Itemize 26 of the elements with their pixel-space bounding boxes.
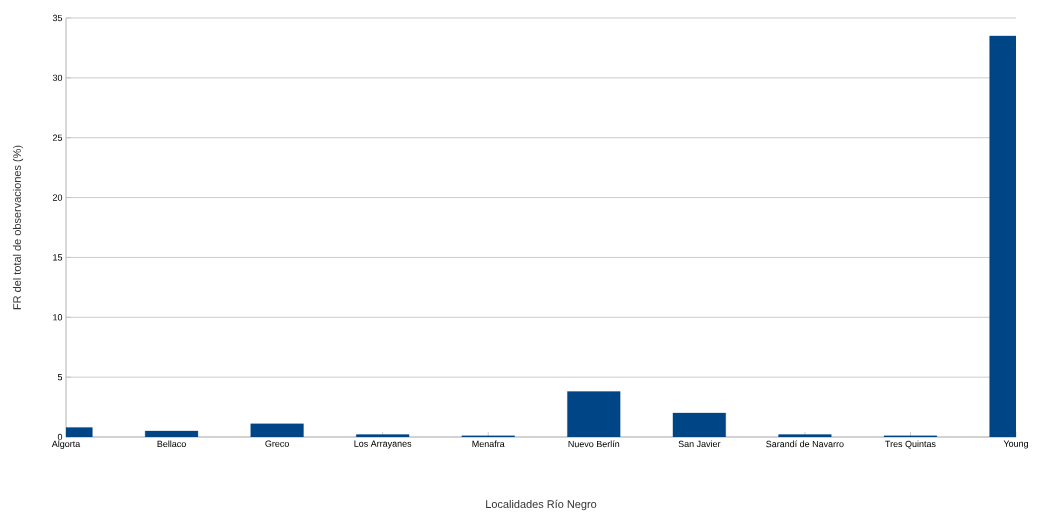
y-tick-label: 5 [57, 374, 63, 381]
y-tick-label: 30 [52, 74, 63, 82]
y-tick-label: 10 [53, 314, 63, 321]
y-tick-label: 35 [52, 14, 63, 22]
x-tick-label: Nuevo Berlín [568, 440, 620, 448]
bar [145, 430, 199, 437]
x-tick-label: Bellaco [157, 440, 186, 448]
x-tick-label: Menafra [472, 440, 505, 448]
bar [250, 423, 304, 437]
bar [778, 434, 832, 437]
x-axis-title: Localidades Río Negro [486, 499, 597, 511]
x-tick-label: San Javier [678, 440, 721, 448]
x-tick-label: Tres Quintas [885, 440, 936, 449]
bar [672, 412, 726, 437]
bar [356, 434, 410, 437]
y-axis-title: FR del total de observaciones (%) [12, 145, 24, 310]
x-tick-label: Algorta [51, 440, 81, 449]
y-tick-label: 25 [52, 134, 63, 141]
x-tick-label: Greco [265, 440, 289, 447]
y-tick-label: 0 [57, 433, 63, 441]
y-tick-label: 20 [52, 194, 63, 201]
x-tick-label: Sarandí de Navarro [766, 440, 844, 448]
x-tick-label: Young [1003, 440, 1028, 449]
x-tick-label: Los Arrayanes [354, 440, 412, 449]
y-tick-label: 15 [53, 254, 63, 261]
bar [567, 391, 621, 437]
